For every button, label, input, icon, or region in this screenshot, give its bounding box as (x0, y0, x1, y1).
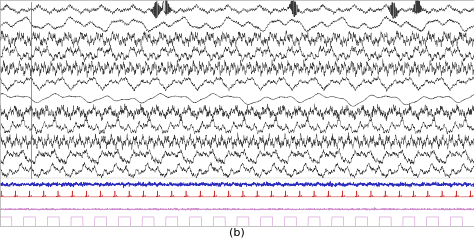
Text: (b): (b) (229, 228, 245, 238)
